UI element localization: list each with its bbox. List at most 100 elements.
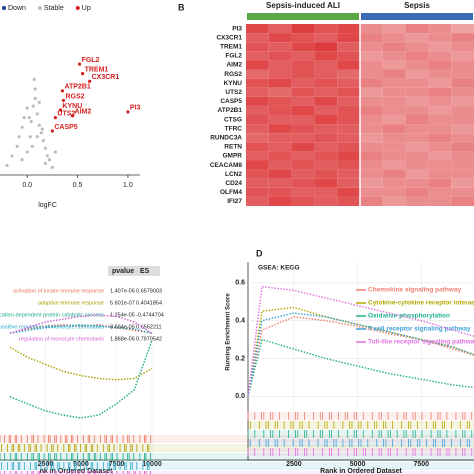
heat-cell bbox=[246, 142, 269, 152]
heat-cell bbox=[382, 51, 406, 61]
heat-cell bbox=[246, 33, 269, 43]
point-label: CX3CR1 bbox=[92, 74, 120, 81]
table-header: ES bbox=[140, 268, 150, 275]
enrichment-line bbox=[9, 314, 153, 334]
heat-cell bbox=[428, 133, 452, 143]
heat-cell bbox=[405, 60, 429, 70]
y-tick-label: 0.4 bbox=[235, 317, 245, 324]
heat-cell bbox=[337, 187, 360, 197]
point bbox=[41, 138, 45, 143]
row-label: TREM1 bbox=[220, 43, 242, 50]
point-label: FGL2 bbox=[82, 57, 100, 64]
heat-cell bbox=[291, 196, 315, 206]
heat-cell bbox=[337, 133, 360, 143]
heat-cell bbox=[451, 187, 474, 197]
point bbox=[17, 135, 21, 139]
hit-strip bbox=[248, 448, 474, 456]
point-label: TREM1 bbox=[85, 66, 109, 73]
term-label: regulation of monocyte chemotaxis bbox=[19, 336, 104, 342]
heat-cell bbox=[268, 60, 292, 70]
heat-cell bbox=[405, 96, 429, 106]
heat-cell bbox=[314, 96, 338, 106]
heat-cell bbox=[246, 60, 269, 70]
heat-cell bbox=[314, 51, 338, 61]
pvalue-label: 1.407e-05 bbox=[110, 288, 135, 294]
heat-cell bbox=[360, 151, 383, 161]
point-label: KYNU bbox=[62, 103, 82, 110]
point bbox=[126, 110, 130, 114]
x-axis-label: Rank in Ordered Dataset bbox=[320, 468, 402, 474]
point-label: ATP2B1 bbox=[64, 84, 90, 91]
heat-cell bbox=[405, 105, 429, 115]
heat-cell bbox=[360, 187, 383, 197]
term-label: adaptive immune response bbox=[38, 300, 104, 306]
point bbox=[33, 96, 37, 101]
heat-cell bbox=[451, 151, 474, 161]
point bbox=[22, 116, 26, 120]
heat-cell bbox=[337, 51, 360, 61]
enrichment-line bbox=[247, 316, 474, 397]
heat-cell bbox=[405, 151, 429, 161]
heat-cell bbox=[246, 187, 269, 197]
heat-cell bbox=[405, 42, 429, 52]
heat-cell bbox=[246, 69, 269, 79]
heat-cell bbox=[314, 133, 338, 143]
heat-cell bbox=[382, 133, 406, 143]
heat-cell bbox=[428, 33, 452, 43]
heat-cell bbox=[337, 96, 360, 106]
point bbox=[5, 163, 9, 168]
heat-cell bbox=[451, 87, 474, 97]
y-tick-label: 0.2 bbox=[235, 355, 245, 362]
heat-cell bbox=[314, 151, 338, 161]
row-label: CEACAM8 bbox=[210, 162, 243, 169]
legend-swatch bbox=[37, 6, 42, 10]
heat-cell bbox=[451, 105, 474, 115]
point-label: RGS2 bbox=[65, 93, 84, 100]
heat-cell bbox=[268, 51, 292, 61]
heat-cell bbox=[337, 115, 360, 125]
point bbox=[33, 87, 37, 91]
point bbox=[15, 144, 19, 148]
heat-cell bbox=[428, 69, 452, 79]
term-label: positive regulation of monocyte chemotax… bbox=[0, 324, 104, 330]
point bbox=[80, 72, 85, 76]
heat-cell bbox=[337, 142, 360, 152]
group-label: Sepsis-induced ALI bbox=[266, 1, 340, 10]
point bbox=[20, 125, 24, 129]
legend-label: Down bbox=[8, 5, 26, 12]
heat-cell bbox=[451, 24, 474, 34]
pvalue-label: 1.868e-05 bbox=[110, 336, 135, 342]
heat-cell bbox=[314, 60, 338, 70]
heat-cell bbox=[268, 187, 292, 197]
heat-cell bbox=[246, 133, 269, 143]
heat-cell bbox=[451, 60, 474, 70]
heat-cell bbox=[360, 196, 383, 206]
heat-cell bbox=[246, 124, 269, 134]
pvalue-label: 8.694e-05 bbox=[110, 324, 135, 330]
heat-cell bbox=[428, 160, 452, 170]
heat-cell bbox=[405, 169, 429, 179]
heat-cell bbox=[291, 115, 315, 125]
heat-cell bbox=[291, 42, 315, 52]
hit-strip bbox=[0, 435, 474, 443]
legend-swatch bbox=[75, 6, 80, 10]
heat-cell bbox=[314, 142, 338, 152]
heat-cell bbox=[314, 124, 338, 134]
heat-cell bbox=[268, 24, 292, 34]
heat-cell bbox=[291, 187, 315, 197]
x-tick-label: 7500 bbox=[109, 461, 125, 468]
point bbox=[53, 150, 57, 154]
heat-cell bbox=[246, 169, 269, 179]
point bbox=[88, 79, 92, 83]
y-axis-label: Running Enrichment Score bbox=[226, 293, 232, 371]
point bbox=[50, 129, 54, 133]
heat-cell bbox=[268, 178, 292, 188]
heat-cell bbox=[382, 178, 406, 188]
point bbox=[43, 146, 47, 150]
heat-cell bbox=[360, 160, 383, 170]
y-tick-label: 0.6 bbox=[235, 280, 245, 287]
heat-cell bbox=[360, 115, 383, 125]
heat-cell bbox=[314, 196, 338, 206]
enrichment-line bbox=[9, 340, 153, 419]
heat-cell bbox=[246, 24, 269, 34]
